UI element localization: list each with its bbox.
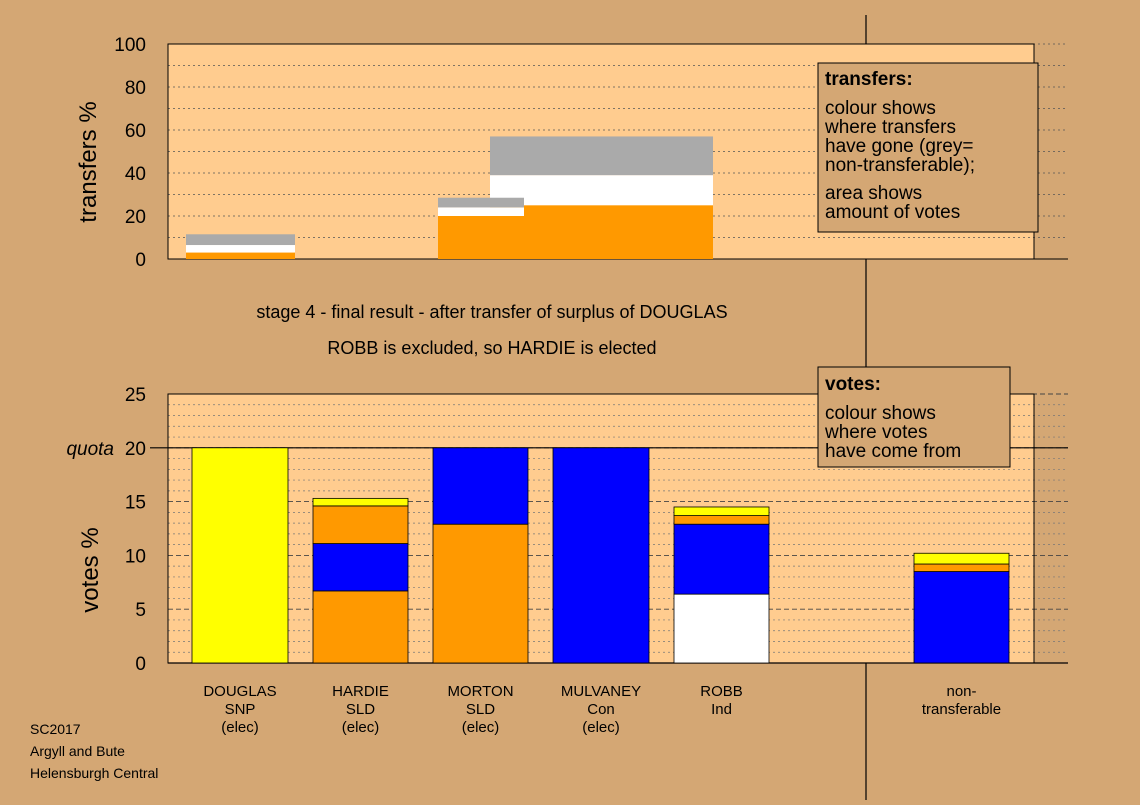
- transfers-legend-line: non-transferable);: [825, 155, 975, 176]
- transfer-segment-grey: [490, 136, 713, 176]
- votes-y-ticks: 0 5 10 15 20 25: [125, 385, 146, 675]
- vote-segment-orange: [312, 590, 409, 664]
- transfers-legend-title: transfers:: [825, 69, 913, 90]
- vote-segment-yellow: [191, 447, 289, 664]
- transfers-legend-line: amount of votes: [825, 202, 960, 223]
- candidate-label: SNP: [225, 701, 256, 718]
- candidate-label: Con: [587, 701, 615, 718]
- transfers-y-ticks: 0 20 40 60 80 100: [114, 35, 146, 271]
- candidate-label: SLD: [346, 701, 375, 718]
- transfers-y-tick-label: 100: [114, 35, 146, 56]
- votes-y-tick-label: 15: [125, 493, 146, 514]
- votes-legend-box: votes: colour shows where votes have com…: [817, 366, 1011, 468]
- votes-legend-line: colour shows: [825, 403, 936, 424]
- candidate-label: (elec): [221, 719, 259, 736]
- votes-y-axis-title: votes %: [77, 527, 104, 612]
- candidate-label: (elec): [462, 719, 500, 736]
- votes-y-tick-label: 25: [125, 385, 146, 406]
- transfers-legend-line: where transfers: [824, 117, 956, 138]
- candidate-label: MULVANEY: [561, 683, 641, 700]
- vote-segment-yellow: [673, 506, 770, 516]
- vote-segment-yellow: [913, 552, 1010, 565]
- votes-y-tick-label: 0: [135, 654, 146, 675]
- transfer-segment-orange: [438, 216, 524, 259]
- footer-ward: Helensburgh Central: [30, 765, 158, 781]
- transfers-y-tick-label: 40: [125, 164, 146, 185]
- transfer-segment-orange: [490, 205, 713, 259]
- transfers-y-axis-title: transfers %: [75, 101, 102, 222]
- votes-bars: [191, 447, 1010, 664]
- vote-segment-blue: [913, 571, 1010, 664]
- candidate-label: MORTON: [447, 683, 513, 700]
- vote-segment-orange: [312, 505, 409, 544]
- quota-label: quota: [66, 439, 114, 460]
- candidate-label: HARDIE: [332, 683, 389, 700]
- votes-y-tick-label: 20: [125, 439, 146, 460]
- transfers-y-tick-label: 60: [125, 121, 146, 142]
- candidate-label: Ind: [711, 701, 732, 718]
- votes-legend-line: where votes: [824, 422, 927, 443]
- transfers-legend-line: have gone (grey=: [825, 136, 973, 157]
- transfer-segment-white: [438, 207, 524, 216]
- candidate-label: ROBB: [700, 683, 743, 700]
- result-caption: ROBB is excluded, so HARDIE is elected: [327, 338, 656, 358]
- candidate-label: transferable: [922, 701, 1001, 718]
- transfers-bars: [186, 136, 713, 259]
- votes-y-tick-label: 5: [135, 600, 146, 621]
- vote-segment-blue: [312, 543, 409, 592]
- candidate-label: non-: [946, 683, 976, 700]
- votes-legend-title: votes:: [825, 374, 881, 395]
- candidate-label: (elec): [342, 719, 380, 736]
- vote-segment-white: [673, 593, 770, 664]
- candidate-label: SLD: [466, 701, 495, 718]
- candidate-label: (elec): [582, 719, 620, 736]
- vote-segment-blue: [673, 523, 770, 595]
- transfers-legend-line: area shows: [825, 183, 922, 204]
- footer-election: SC2017: [30, 721, 81, 737]
- transfers-y-tick-label: 0: [135, 250, 146, 271]
- votes-legend-line: have come from: [825, 441, 961, 462]
- transfers-legend-line: colour shows: [825, 98, 936, 119]
- transfers-y-tick-label: 80: [125, 78, 146, 99]
- candidate-labels: DOUGLASSNP(elec)HARDIESLD(elec)MORTONSLD…: [203, 683, 1001, 736]
- votes-y-tick-label: 10: [125, 546, 146, 567]
- transfers-y-tick-label: 20: [125, 207, 146, 228]
- vote-segment-blue: [552, 447, 650, 664]
- transfers-legend-box: transfers: colour shows where transfers …: [817, 62, 1039, 233]
- transfer-segment-grey: [438, 197, 524, 208]
- vote-segment-blue: [432, 447, 529, 525]
- footer-council: Argyll and Bute: [30, 743, 125, 759]
- transfer-segment-grey: [186, 234, 295, 246]
- stage-caption: stage 4 - final result - after transfer …: [256, 302, 727, 322]
- vote-segment-orange: [673, 515, 770, 525]
- transfer-segment-orange: [186, 252, 295, 259]
- candidate-label: DOUGLAS: [203, 683, 276, 700]
- vote-segment-orange: [913, 563, 1010, 572]
- transfer-segment-white: [490, 175, 713, 206]
- vote-segment-orange: [432, 523, 529, 664]
- vote-segment-yellow: [312, 497, 409, 507]
- transfer-segment-white: [186, 245, 295, 253]
